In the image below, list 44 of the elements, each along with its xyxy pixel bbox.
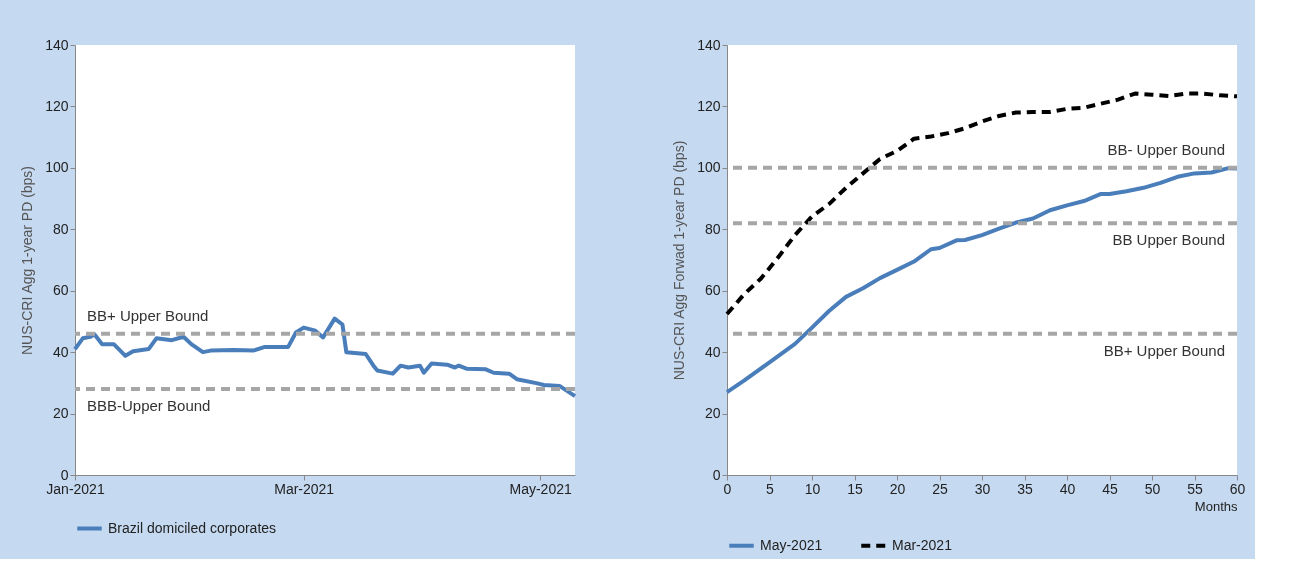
y-tick-label: 0 <box>60 466 69 483</box>
y-axis-title: NUS-CRI Agg 1-year PD (bps) <box>19 165 36 356</box>
y-axis-title: NUS-CRI Agg Forwad 1-year PD (bps) <box>671 140 688 381</box>
line-series <box>725 91 1239 317</box>
x-tick-label: 30 <box>974 480 991 497</box>
ref-line-label: BB- Upper Bound <box>1107 140 1225 158</box>
x-tick-label: 50 <box>1144 480 1161 497</box>
x-tick-label: 25 <box>932 480 948 497</box>
x-tick-label: 5 <box>766 480 775 497</box>
y-tick-label: 120 <box>45 97 69 114</box>
ref-line-label: BBB-Upper Bound <box>87 397 211 414</box>
x-tick-label: 60 <box>1229 480 1246 497</box>
y-tick-label: 40 <box>704 343 721 360</box>
x-tick-label: 55 <box>1187 480 1203 497</box>
y-tick-label: 120 <box>697 97 721 114</box>
x-tick-label: 20 <box>889 480 906 497</box>
legend-label: May-2021 <box>760 536 823 553</box>
x-tick-label: 40 <box>1059 480 1076 497</box>
x-tick-label: 35 <box>1017 480 1033 497</box>
y-tick-label: 0 <box>712 466 721 483</box>
legend-label: Mar-2021 <box>892 536 953 553</box>
y-tick-label: 140 <box>697 36 721 53</box>
x-tick-label: 15 <box>847 480 863 497</box>
y-tick-label: 100 <box>45 159 69 176</box>
x-tick-label: 45 <box>1102 480 1118 497</box>
y-tick-label: 60 <box>52 282 69 299</box>
y-tick-label: 80 <box>52 220 69 237</box>
y-tick-label: 60 <box>704 282 721 299</box>
ref-line-label: BB+ Upper Bound <box>87 306 209 324</box>
x-tick-label: 0 <box>723 480 732 497</box>
y-tick-label: 140 <box>45 36 69 53</box>
x-tick-label: 10 <box>804 480 821 497</box>
y-tick-label: 40 <box>52 343 69 360</box>
y-tick-label: 80 <box>704 220 721 237</box>
y-tick-label: 20 <box>704 405 721 422</box>
x-tick-label: Mar-2021 <box>274 480 335 497</box>
x-tick-label: Jan-2021 <box>46 480 105 497</box>
legend-label: Brazil domiciled corporates <box>108 519 277 536</box>
y-tick-label: 20 <box>52 405 69 422</box>
y-tick-label: 100 <box>697 159 721 176</box>
ref-line-label: BB Upper Bound <box>1112 231 1225 249</box>
ref-line-label: BB+ Upper Bound <box>1103 341 1225 359</box>
x-tick-label: May-2021 <box>509 480 572 497</box>
x-axis-title: Months <box>1194 498 1238 514</box>
